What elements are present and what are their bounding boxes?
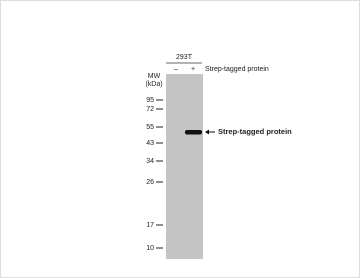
band-label: Strep-tagged protein: [218, 127, 292, 136]
blot-membrane: [166, 74, 203, 259]
marker-label: 34: [146, 158, 154, 165]
marker-label: 17: [146, 222, 154, 229]
protein-band: [185, 130, 202, 135]
marker-label: 10: [146, 245, 154, 252]
figure: 293T – + Strep-tagged protein MW (kDa) S…: [0, 0, 360, 278]
cell-line: 293T: [176, 54, 193, 61]
mw-label: MW: [148, 73, 161, 80]
lane-label: –: [174, 66, 178, 73]
marker-label: 55: [146, 124, 154, 131]
lane-label: +: [191, 66, 195, 73]
marker-label: 95: [146, 97, 154, 104]
marker-label: 26: [146, 179, 154, 186]
mw-label: (kDa): [145, 81, 162, 88]
marker-label: 72: [146, 106, 154, 113]
marker-label: 43: [146, 140, 154, 147]
treatment-label: Strep-tagged protein: [205, 66, 269, 73]
